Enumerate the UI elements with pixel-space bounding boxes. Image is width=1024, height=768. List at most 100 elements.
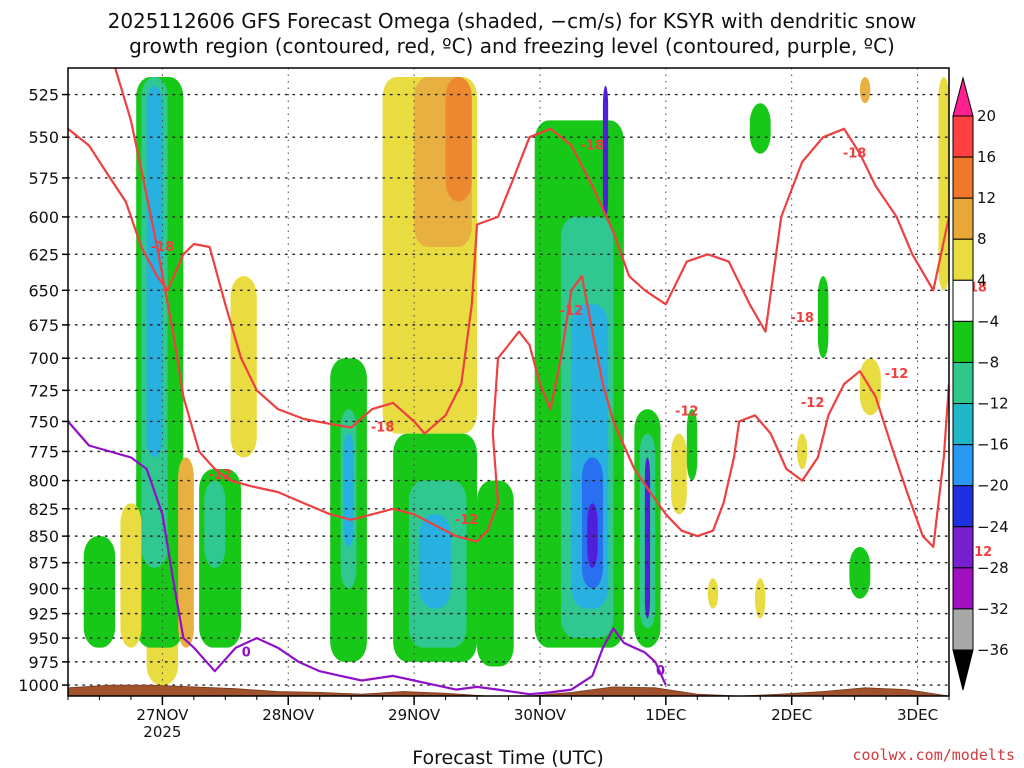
colorbar-box-9: [952, 485, 974, 528]
omega-region-6: [83, 536, 116, 648]
contour-label-11: -12: [885, 367, 909, 382]
dgz-contour--12: [114, 68, 949, 548]
y-tick-label-825: 825: [28, 500, 59, 519]
omega-region-15: [445, 76, 472, 202]
omega-region-9: [230, 276, 257, 458]
colorbar-label-1: 16: [977, 148, 996, 166]
y-tick-label-800: 800: [28, 472, 59, 491]
x-axis-label: Forecast Time (UTC): [412, 747, 603, 768]
y-axis: 525 550 575 600 625 650 675 700 725 750 775 800 825 8…: [18, 86, 68, 695]
x-tick-label-28NOV: 28NOV: [262, 706, 315, 724]
x-tick-label-2DEC: 2DEC: [771, 706, 812, 724]
x-tick-sublabel-27NOV: 2025: [143, 723, 181, 741]
omega-region-25: [602, 85, 609, 217]
contour-label-10: -12: [801, 396, 825, 411]
colorbar-box-5: [952, 320, 974, 363]
omega-region-29: [671, 433, 687, 515]
omega-region-31: [749, 103, 771, 154]
terrain-surface: [68, 684, 949, 696]
omega-region-36: [938, 76, 949, 291]
colorbar-label-8: −16: [977, 436, 1009, 454]
terrain-fill: [68, 684, 949, 696]
colorbar-label-9: −20: [977, 477, 1009, 495]
y-tick-label-600: 600: [28, 208, 59, 227]
omega-region-39: [754, 578, 766, 619]
omega-region-35: [849, 546, 871, 599]
colorbar-box-3: [952, 238, 974, 281]
contour-label-6: -12: [208, 468, 232, 483]
freezing-contour-0: [68, 420, 667, 696]
credit-text: coolwx.com/modelts: [852, 746, 1015, 764]
colorbar-bottom-arrow: [952, 649, 974, 691]
x-tick-label-30NOV: 30NOV: [514, 706, 567, 724]
x-tick-label-29NOV: 29NOV: [388, 706, 441, 724]
contour-label-8: -12: [560, 304, 584, 319]
colorbar-label-3: 8: [977, 230, 987, 248]
colorbar-box-6: [952, 361, 974, 405]
omega-region-19: [477, 480, 514, 667]
contour-label-13: 0: [242, 645, 251, 660]
omega-region-37: [859, 76, 871, 104]
colorbar-box-12: [952, 608, 974, 651]
y-tick-label-925: 925: [28, 605, 59, 624]
colorbar-top-arrow: [952, 76, 974, 117]
y-tick-label-525: 525: [28, 86, 59, 105]
contour-label-0: -18: [151, 240, 175, 255]
contour-label-12: -12: [969, 545, 993, 560]
contour-labels: -18-18-18-18-18-18-12-12-12-12-12-12-120…: [151, 138, 993, 679]
contour-label-3: -18: [790, 311, 814, 326]
colorbar-label-13: −36: [977, 641, 1009, 659]
omega-region-5: [120, 503, 142, 648]
colorbar-label-10: −24: [977, 518, 1009, 536]
x-tick-label-27NOV: 27NOV: [136, 706, 189, 724]
y-tick-label-1000: 1000: [18, 676, 59, 695]
contour-lines: [68, 68, 949, 696]
chart-title-line2: growth region (contoured, red, ºC) and f…: [129, 34, 895, 58]
contour-label-9: -12: [675, 405, 699, 420]
contour-label-14: 0: [656, 664, 665, 679]
y-tick-label-750: 750: [28, 412, 59, 431]
colorbar: 20 16 12 8 4 −4 −8 −12 −16 −20 −24 −28 −32 −36: [952, 76, 1009, 691]
y-tick-label-975: 975: [28, 653, 59, 672]
y-tick-label-875: 875: [28, 554, 59, 573]
y-tick-label-650: 650: [28, 281, 59, 300]
contour-label-7: -12: [455, 513, 479, 528]
colorbar-box-2: [952, 197, 974, 240]
chart-title-line1: 2025112606 GFS Forecast Omega (shaded, −…: [108, 9, 917, 33]
colorbar-label-5: −4: [977, 312, 999, 330]
colorbar-box-10: [952, 526, 974, 569]
colorbar-label-11: −28: [977, 559, 1009, 577]
x-tick-label-3DEC: 3DEC: [897, 706, 938, 724]
omega-region-33: [796, 433, 808, 470]
y-tick-label-775: 775: [28, 442, 59, 461]
colorbar-box-11: [952, 567, 974, 610]
colorbar-label-4: 4: [977, 271, 987, 289]
colorbar-box-7: [952, 403, 974, 446]
y-tick-label-725: 725: [28, 381, 59, 400]
contour-label-4: -18: [843, 147, 867, 162]
y-tick-label-675: 675: [28, 316, 59, 335]
omega-region-12: [343, 433, 354, 547]
omega-region-32: [817, 276, 829, 359]
y-tick-label-575: 575: [28, 169, 59, 188]
omega-region-24: [587, 503, 598, 568]
colorbar-box-8: [952, 444, 974, 487]
grid-lines: [67, 68, 950, 696]
y-tick-label-700: 700: [28, 349, 59, 368]
x-tick-label-1DEC: 1DEC: [645, 706, 686, 724]
contour-label-2: -18: [581, 138, 605, 153]
colorbar-label-7: −12: [977, 395, 1009, 413]
y-tick-label-850: 850: [28, 527, 59, 546]
y-tick-label-900: 900: [28, 580, 59, 599]
colorbar-box-4: [952, 279, 974, 322]
colorbar-label-0: 20: [977, 107, 996, 125]
dgz-contour--18: [68, 127, 949, 435]
colorbar-label-6: −8: [977, 353, 999, 371]
y-tick-label-950: 950: [28, 629, 59, 648]
omega-region-30: [686, 409, 698, 481]
omega-region-38: [707, 578, 719, 609]
y-tick-label-625: 625: [28, 245, 59, 264]
omega-region-8: [204, 480, 226, 568]
omega-region-28: [644, 457, 651, 619]
